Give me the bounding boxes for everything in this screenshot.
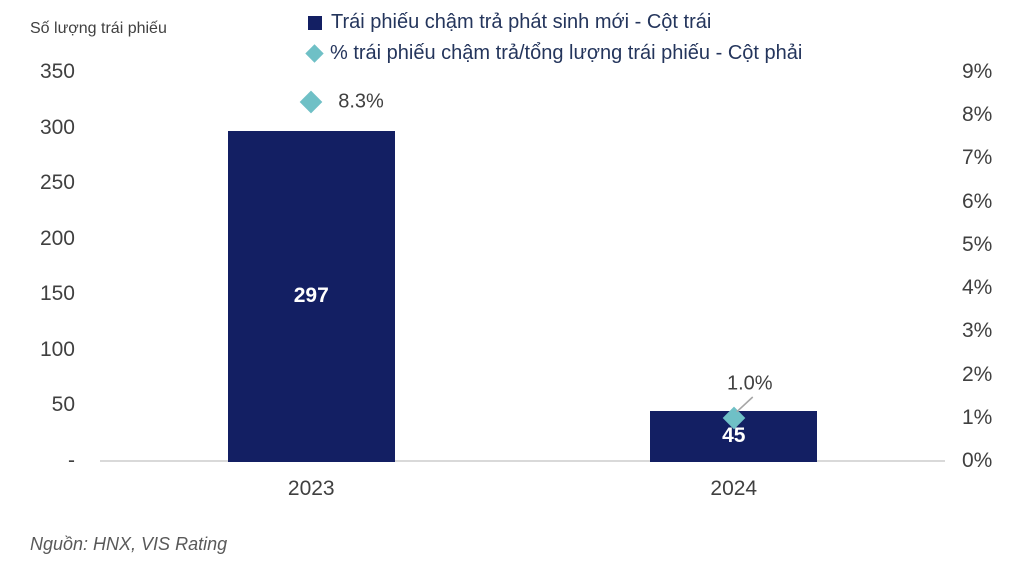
- legend-square-icon: [308, 15, 322, 30]
- legend: Trái phiếu chậm trả phát sinh mới - Cột …: [305, 7, 803, 69]
- marker-value-label-2024: 1.0%: [726, 372, 773, 395]
- legend-item-percent-series: % trái phiếu chậm trả/tổng lượng trái ph…: [305, 38, 803, 69]
- right-axis-tick: 2%: [962, 362, 993, 386]
- legend-diamond-icon: [305, 44, 324, 63]
- left-axis-title: Số lượng trái phiếu: [30, 20, 167, 37]
- right-axis-tick: 5%: [962, 232, 993, 256]
- legend-item-bar-series: Trái phiếu chậm trả phát sinh mới - Cột …: [308, 7, 802, 38]
- left-axis-tick: 250: [39, 171, 75, 195]
- marker-value-label-2023: 8.3%: [338, 90, 384, 113]
- legend-label-percent-series: % trái phiếu chậm trả/tổng lượng trái ph…: [330, 42, 803, 64]
- right-axis-tick: 8%: [962, 103, 993, 127]
- legend-label-bar-series: Trái phiếu chậm trả phát sinh mới - Cột …: [331, 11, 712, 33]
- x-axis-line: [100, 460, 945, 462]
- x-axis-label-2023: 2023: [287, 477, 335, 500]
- source-note: Nguồn: HNX, VIS Rating: [30, 534, 228, 554]
- bar-2023: [227, 130, 395, 462]
- left-axis-tick: 150: [39, 282, 75, 306]
- left-axis-tick: 350: [39, 60, 75, 83]
- right-axis-tick: 0%: [962, 449, 993, 472]
- left-axis-tick: 300: [39, 115, 75, 139]
- x-axis-label-2024: 2024: [710, 477, 758, 500]
- diamond-marker-2023: [299, 90, 323, 114]
- left-axis-tick: 50: [51, 393, 75, 417]
- right-axis-tick: 9%: [962, 60, 993, 83]
- right-axis-tick: 1%: [962, 405, 993, 429]
- left-axis-tick: 200: [39, 226, 75, 250]
- right-axis-tick: 3%: [962, 319, 993, 343]
- right-axis-tick: 7%: [962, 146, 993, 170]
- left-axis-tick: 100: [39, 337, 75, 361]
- left-axis-tick: -: [68, 449, 75, 472]
- bar-value-label-2024: 45: [722, 423, 746, 447]
- bar-value-label-2023: 297: [293, 283, 329, 307]
- right-axis-tick: 6%: [962, 189, 993, 213]
- right-axis-tick: 4%: [962, 276, 993, 300]
